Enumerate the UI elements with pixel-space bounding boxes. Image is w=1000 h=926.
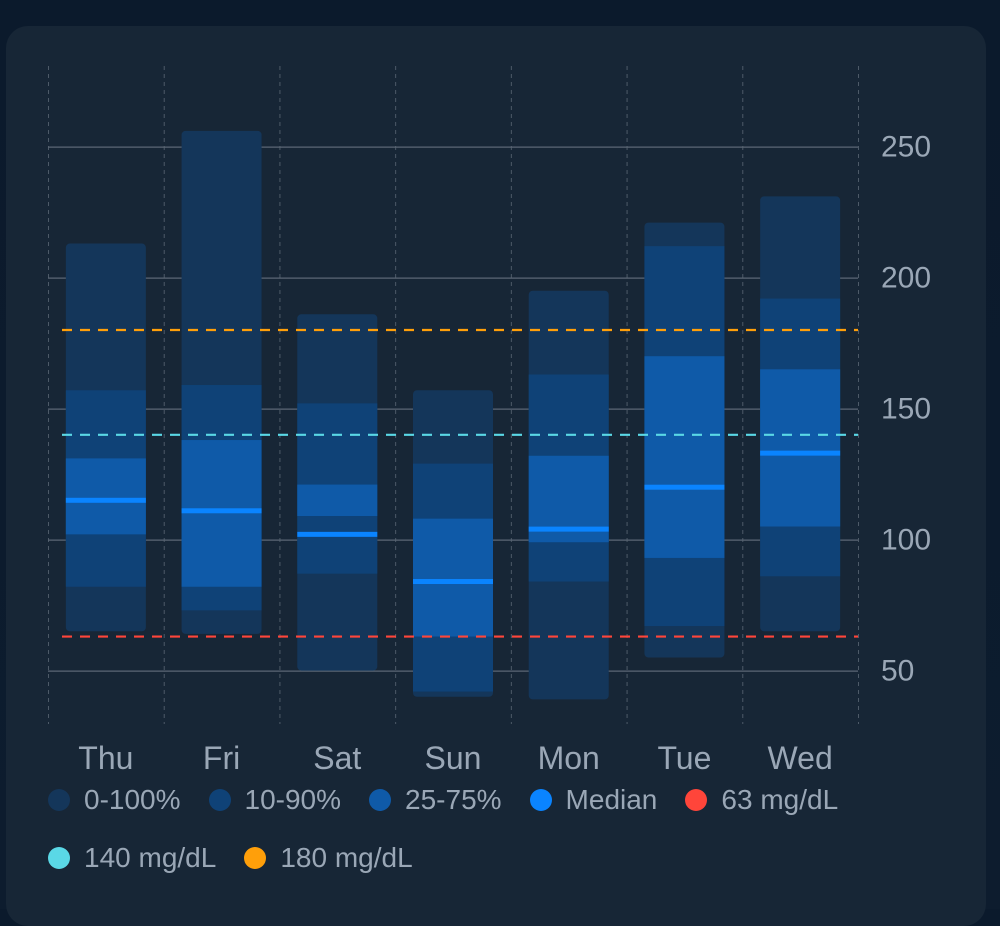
legend-label-25-75: 25-75%	[405, 784, 502, 815]
legend-swatch-140	[48, 847, 70, 869]
legend-label-10-90: 10-90%	[244, 784, 342, 815]
bar-25-75%-thu	[65, 458, 146, 535]
legend-swatch-0-100	[48, 789, 70, 811]
legend-item-140: 140 mg/dL	[48, 838, 216, 878]
legend: 0-100% 10-90% 25-75% Median 63 mg/dL 140…	[48, 780, 988, 878]
legend-item-median: Median	[529, 780, 658, 820]
x-tick-label-fri: Fri	[203, 740, 240, 776]
legend-label-140: 140 mg/dL	[84, 842, 217, 873]
x-tick-label-wed: Wed	[768, 740, 833, 776]
bar-25-75%-sun	[413, 518, 493, 637]
x-tick-label-tue: Tue	[657, 740, 711, 776]
median-line-thu	[65, 497, 146, 503]
y-tick-label-150: 150	[881, 393, 931, 426]
legend-swatch-180	[244, 847, 267, 869]
median-line-sun	[413, 579, 493, 585]
y-tick-label-100: 100	[881, 524, 931, 557]
median-line-tue	[644, 484, 725, 490]
legend-item-25-75: 25-75%	[369, 780, 502, 820]
x-tick-label-sat: Sat	[313, 740, 361, 776]
legend-item-10-90: 10-90%	[208, 780, 342, 820]
glucose-range-chart: 50 100 150 200 250 Thu Fri Sat Sun Mon Tue Wed	[48, 66, 931, 776]
median-line-fri	[181, 508, 262, 514]
legend-item-0-100: 0-100%	[48, 780, 181, 820]
legend-swatch-10-90	[208, 789, 231, 811]
legend-swatch-25-75	[369, 789, 392, 811]
median-line-sat	[297, 531, 378, 537]
median-line-wed	[760, 450, 841, 456]
legend-label-63: 63 mg/dL	[721, 784, 839, 815]
legend-item-180: 180 mg/dL	[244, 838, 413, 878]
bar-25-75%-tue	[644, 356, 725, 558]
legend-label-median: Median	[565, 784, 658, 815]
y-tick-label-250: 250	[881, 131, 931, 164]
y-tick-label-200: 200	[881, 262, 931, 295]
bar-25-75%-wed	[760, 369, 841, 527]
legend-item-63: 63 mg/dL	[685, 780, 838, 820]
x-tick-label-mon: Mon	[538, 740, 600, 776]
x-tick-label-sun: Sun	[425, 740, 482, 776]
median-line-mon	[528, 526, 609, 532]
legend-label-0-100: 0-100%	[84, 784, 181, 815]
chart-card: 50 100 150 200 250 Thu Fri Sat Sun Mon Tue Wed	[6, 26, 986, 926]
bar-25-75%-sat	[297, 484, 378, 517]
legend-swatch-median	[529, 789, 552, 811]
legend-label-180: 180 mg/dL	[280, 842, 413, 873]
bar-25-75%-fri	[181, 440, 262, 587]
x-tick-label-thu: Thu	[78, 740, 133, 776]
y-tick-label-50: 50	[881, 655, 914, 688]
legend-swatch-63	[685, 789, 708, 811]
